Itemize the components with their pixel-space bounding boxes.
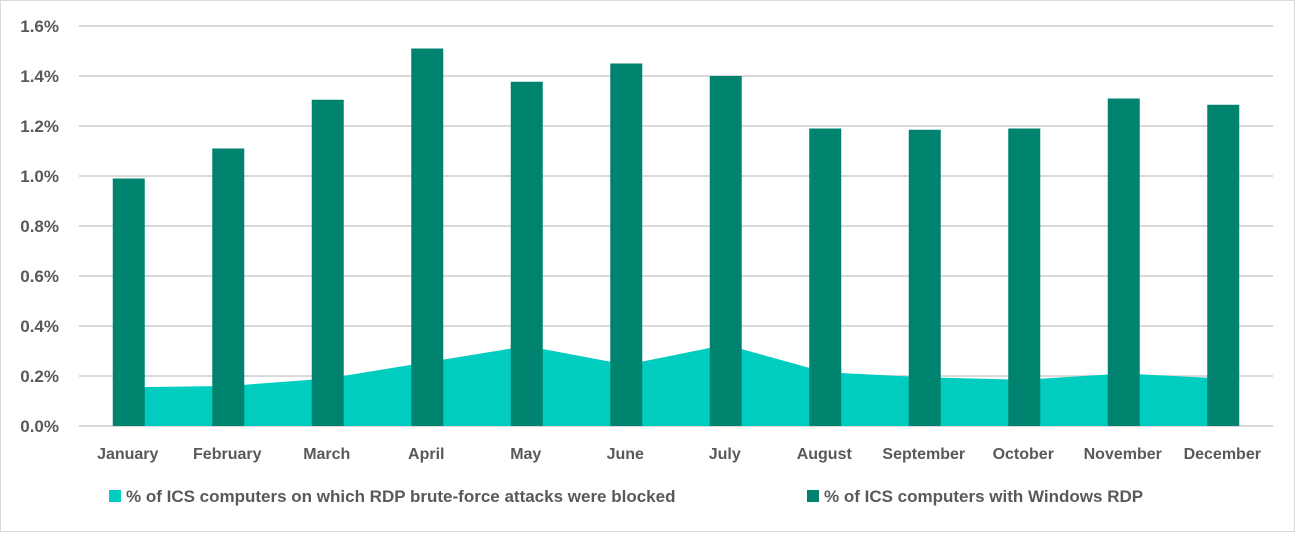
bar-october [1008, 128, 1041, 426]
x-tick-label: June [607, 446, 644, 463]
y-tick-label: 1.4% [20, 67, 59, 86]
y-tick-label: 0.8% [20, 217, 59, 236]
x-tick-label: May [510, 446, 541, 463]
bar-july [709, 76, 742, 426]
y-tick-label: 1.2% [20, 117, 59, 136]
area-series-blocked-attacks [128, 344, 1224, 426]
x-tick-label: January [97, 446, 158, 463]
bar-december [1207, 104, 1240, 426]
bar-april [411, 48, 444, 426]
y-tick-label: 1.0% [20, 167, 59, 186]
bar-may [510, 81, 543, 426]
x-tick-label: March [303, 446, 350, 463]
bar-june [610, 63, 643, 426]
x-tick-label: July [709, 446, 741, 463]
y-tick-label: 1.6% [20, 17, 59, 36]
x-tick-label: October [993, 446, 1054, 463]
y-tick-label: 0.0% [20, 417, 59, 436]
legend-label-rdp: % of ICS computers with Windows RDP [824, 487, 1143, 506]
x-tick-label: November [1084, 446, 1162, 463]
y-tick-label: 0.2% [20, 367, 59, 386]
bar-february [212, 148, 245, 426]
y-tick-label: 0.6% [20, 267, 59, 286]
legend-swatch-blocked [109, 490, 121, 502]
legend-label-blocked: % of ICS computers on which RDP brute-fo… [126, 487, 675, 506]
x-tick-label: December [1184, 446, 1261, 463]
y-tick-label: 0.4% [20, 317, 59, 336]
x-tick-label: April [408, 446, 444, 463]
legend-swatch-rdp [807, 490, 819, 502]
bar-november [1107, 98, 1140, 426]
bar-january [112, 178, 145, 426]
bar-september [908, 129, 941, 426]
x-tick-label: August [797, 446, 853, 463]
x-tick-label: September [882, 446, 965, 463]
bar-august [809, 128, 842, 426]
x-tick-label: February [193, 446, 262, 463]
bar-march [311, 99, 344, 426]
